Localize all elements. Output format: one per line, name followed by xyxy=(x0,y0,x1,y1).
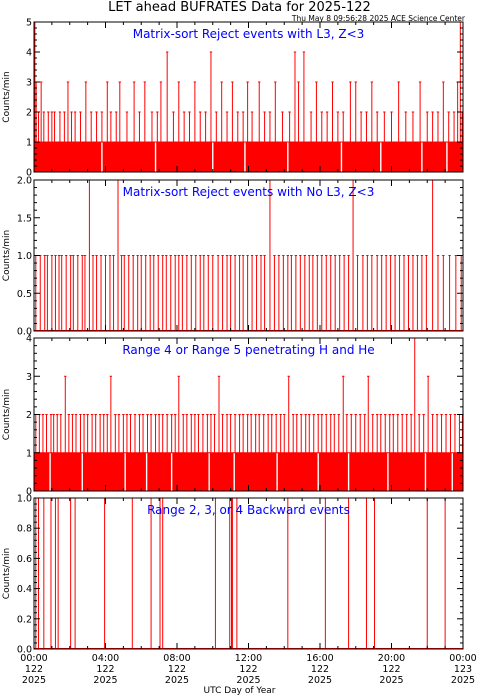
x-tick-label: 2025 xyxy=(379,675,403,686)
y-tick-label: 5 xyxy=(26,18,32,29)
y-tick-label: 0 xyxy=(26,487,32,498)
x-tick-label: 08:00 xyxy=(163,653,190,664)
x-tick-label: 123 xyxy=(454,664,472,675)
y-tick-label: 3 xyxy=(26,78,32,89)
y-tick-label: 3 xyxy=(26,372,32,383)
x-tick-label: 2025 xyxy=(308,675,332,686)
y-axis-label: Counts/min xyxy=(2,230,12,281)
y-tick-label: 2 xyxy=(26,410,32,421)
y-axis-label: Counts/min xyxy=(2,548,12,599)
y-tick-label: 0.5 xyxy=(17,289,32,300)
y-tick-label: 1.0 xyxy=(17,494,32,505)
x-tick-label: 122 xyxy=(382,664,400,675)
x-tick-label: 2025 xyxy=(22,675,46,686)
x-tick-label: 12:00 xyxy=(235,653,262,664)
x-tick-label: 2025 xyxy=(165,675,189,686)
x-tick-label: 122 xyxy=(239,664,257,675)
x-tick-label: 00:00 xyxy=(449,653,476,664)
y-axis-label: Counts/min xyxy=(2,71,12,122)
timestamp: Thu May 8 09:56:28 2025 ACE Science Cent… xyxy=(291,14,465,23)
y-tick-label: 4 xyxy=(26,334,32,345)
y-tick-label: 1 xyxy=(26,138,32,149)
y-tick-label: 1.0 xyxy=(17,251,32,262)
x-axis-title: UTC Day of Year xyxy=(203,686,276,696)
panel-frame xyxy=(33,497,464,650)
x-tick-label: 122 xyxy=(311,664,329,675)
y-tick-label: 1 xyxy=(26,448,32,459)
y-tick-label: 2.0 xyxy=(17,176,32,187)
x-tick-label: 00:00 xyxy=(20,653,47,664)
y-tick-label: 0.8 xyxy=(17,524,32,535)
y-tick-label: 2 xyxy=(26,108,32,119)
y-tick-label: 4 xyxy=(26,48,32,59)
x-tick-label: 04:00 xyxy=(92,653,119,664)
panel-title: Range 4 or Range 5 penetrating H and He xyxy=(122,343,374,357)
baseline-fill xyxy=(34,452,463,491)
x-tick-label: 20:00 xyxy=(378,653,405,664)
x-tick-label: 2025 xyxy=(451,675,475,686)
chart-title: LET ahead BUFRATES Data for 2025-122 xyxy=(108,0,371,15)
y-axis-label: Counts/min xyxy=(2,389,12,440)
y-tick-label: 0.0 xyxy=(17,327,32,338)
panel-4: 0.0 0.2 0.4 0.6 0.8 1.0 Counts/min Range 2, 3, … xyxy=(2,494,477,687)
y-tick-label: 0 xyxy=(26,168,32,179)
panel-1: 0 1 2 3 4 5 Counts/min Matrix-sort Reject event… xyxy=(2,18,464,179)
panel-title: Matrix-sort Reject events with L3, Z<3 xyxy=(133,27,365,41)
x-tick-label: 2025 xyxy=(236,675,260,686)
x-tick-label: 122 xyxy=(25,664,43,675)
x-tick-label: 122 xyxy=(96,664,114,675)
x-tick-label: 2025 xyxy=(93,675,117,686)
panel-2: 0.0 0.5 1.0 1.5 2.0 Counts/min Matrix-sort Rej… xyxy=(2,176,464,338)
panel-title: Matrix-sort Reject events with No L3, Z<… xyxy=(123,185,375,199)
panel-3: 0 1 2 3 4 Counts/min Range 4 or Range 5 penetr… xyxy=(2,334,464,498)
y-tick-label: 0.0 xyxy=(17,645,32,656)
x-tick-label: 16:00 xyxy=(306,653,333,664)
y-tick-label: 0.4 xyxy=(17,584,32,595)
x-tick-label: 122 xyxy=(168,664,186,675)
panel-title: Range 2, 3, or 4 Backward events xyxy=(147,503,350,517)
y-tick-label: 1.5 xyxy=(17,213,32,224)
y-tick-label: 0.6 xyxy=(17,554,32,565)
y-tick-label: 0.2 xyxy=(17,614,32,625)
